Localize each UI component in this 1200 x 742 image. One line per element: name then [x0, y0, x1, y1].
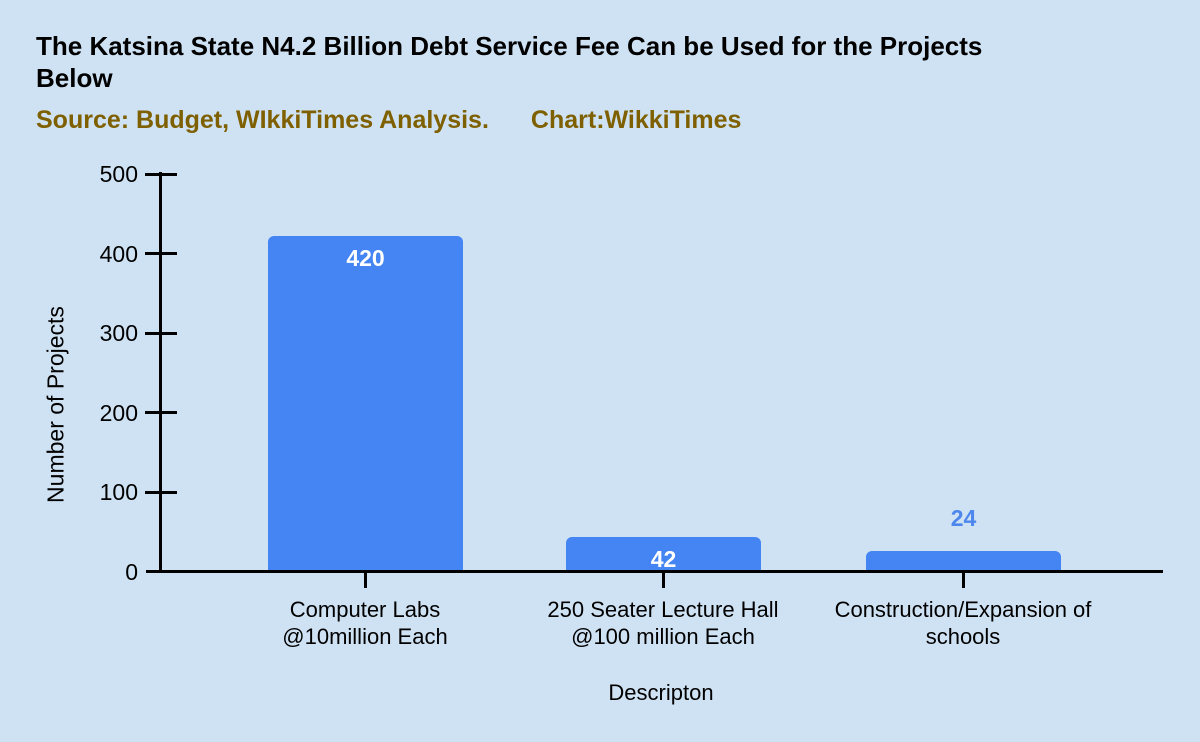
- y-tick-label: 100: [99, 479, 138, 505]
- y-tick-label: 0: [125, 559, 138, 585]
- chart-subtitle: Source: Budget, WIkkiTimes Analysis. Char…: [36, 106, 1186, 135]
- x-tick-line: [364, 570, 367, 588]
- y-tick-label: 500: [99, 161, 138, 187]
- y-tick-line: [145, 252, 177, 255]
- bar-420: [268, 236, 463, 570]
- y-axis-line: [159, 172, 162, 573]
- y-tick-label: 400: [99, 241, 138, 267]
- bar-42: [566, 537, 761, 570]
- y-tick-label: 200: [99, 400, 138, 426]
- source-note: Source: Budget, WIkkiTimes Analysis.: [36, 106, 489, 134]
- y-tick-line: [145, 411, 177, 414]
- y-tick-line: [145, 491, 177, 494]
- x-axis-title: Descripton: [608, 680, 714, 705]
- x-category-label: Computer Labs @10million Each: [282, 597, 448, 649]
- x-tick-line: [962, 570, 965, 588]
- y-tick-label: 300: [99, 320, 138, 346]
- y-axis-title: Number of Projects: [42, 306, 69, 503]
- bar-value-label: 42: [650, 546, 677, 572]
- x-axis-line: [146, 570, 1163, 573]
- x-category-label: 250 Seater Lecture Hall @100 million Eac…: [547, 597, 779, 649]
- y-tick-line: [145, 173, 177, 176]
- bar-24: [866, 551, 1061, 570]
- bar-value-label: 24: [950, 505, 977, 531]
- bar-value-label: 420: [346, 245, 385, 271]
- y-tick-line: [145, 332, 177, 335]
- chart-title: The Katsina State N4.2 Billion Debt Serv…: [36, 31, 983, 93]
- chart-credit: Chart:WikkiTimes: [530, 106, 742, 134]
- x-category-label: Construction/Expansion of schools: [834, 597, 1092, 649]
- x-tick-line: [662, 570, 665, 588]
